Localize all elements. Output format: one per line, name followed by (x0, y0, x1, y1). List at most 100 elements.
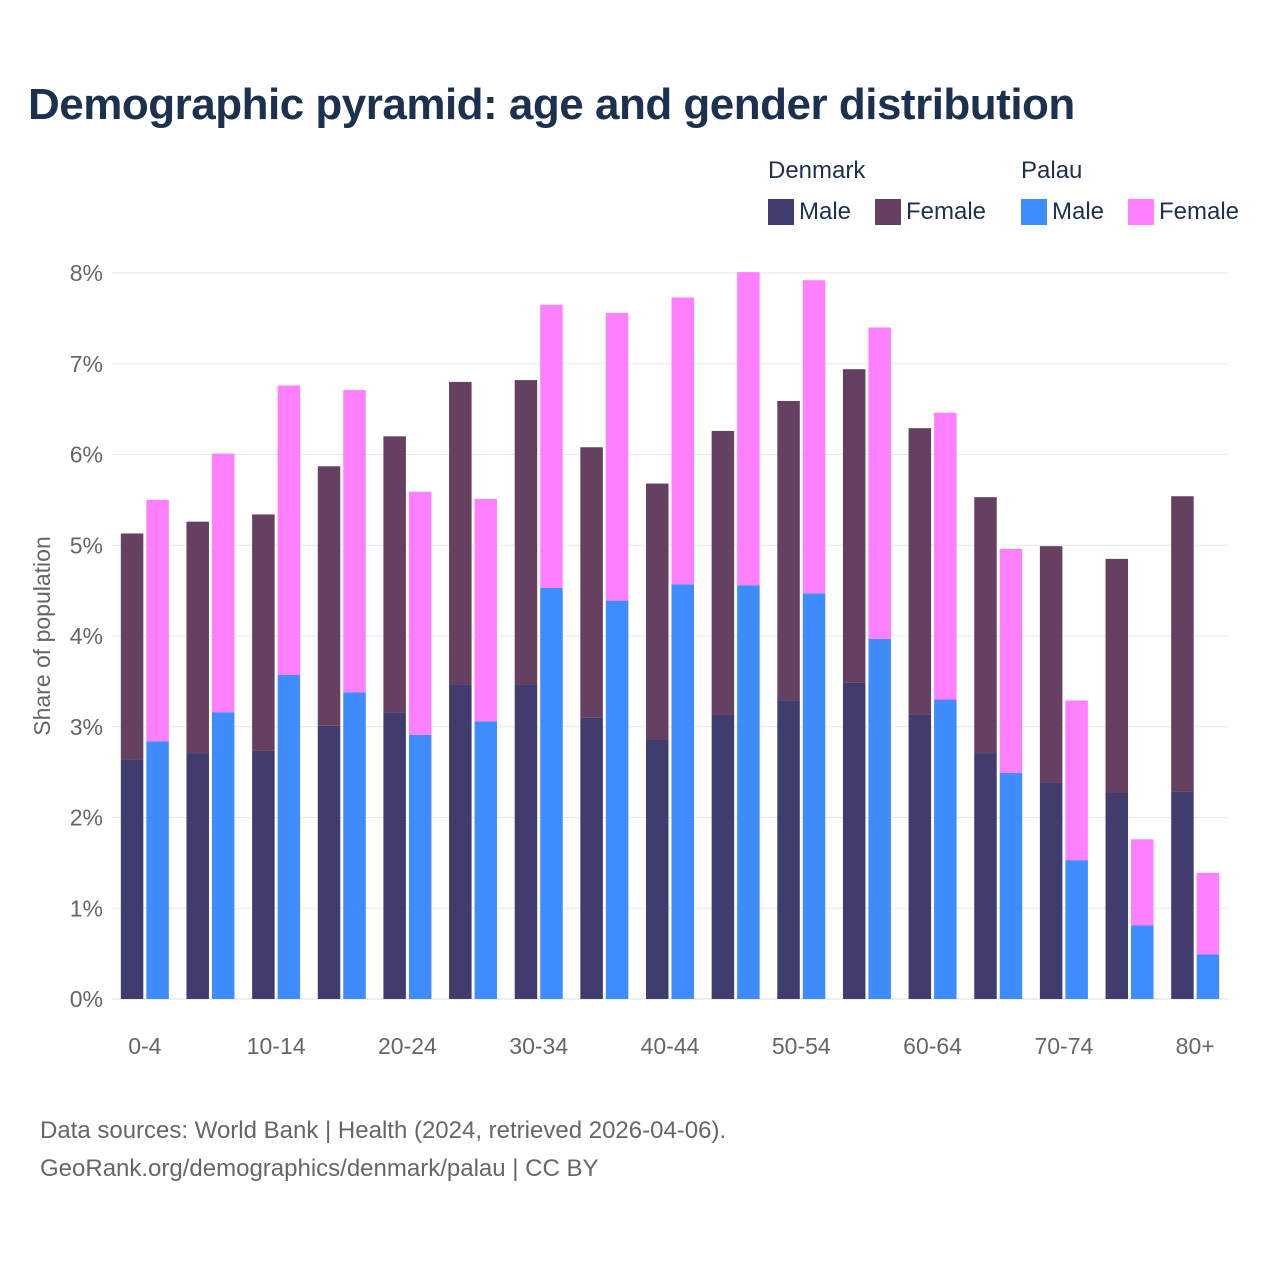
legend-item-palau-female[interactable]: Female (1128, 198, 1239, 226)
bars (120, 272, 1220, 999)
bar-palau-female-0-4[interactable] (146, 499, 169, 742)
bar-denmark-female-15-19[interactable] (317, 466, 341, 726)
bar-denmark-female-70-74[interactable] (1039, 546, 1063, 783)
bar-denmark-male-75-79[interactable] (1105, 792, 1129, 999)
bar-palau-female-25-29[interactable] (474, 498, 498, 722)
legend-item-palau-male[interactable]: Male (1021, 198, 1104, 226)
bar-denmark-female-35-39[interactable] (580, 447, 603, 718)
bar-denmark-female-30-34[interactable] (514, 380, 538, 685)
bar-denmark-male-45-49[interactable] (711, 714, 735, 999)
x-axis-ticks: 0-4 10-14 20-24 30-34 40-44 50-54 60-64 70-74 80… (128, 1033, 1214, 1059)
y-tick-label: 5% (70, 532, 103, 558)
bar-palau-female-65-69[interactable] (999, 548, 1023, 774)
x-tick-label: 0-4 (128, 1033, 161, 1059)
y-tick-label: 2% (70, 805, 103, 831)
y-axis-ticks: 0% 1% 2% 3% 4% 5% 6% 7% 8% (70, 260, 103, 1012)
bar-denmark-female-75-79[interactable] (1105, 558, 1129, 793)
bar-denmark-female-0-4[interactable] (120, 533, 144, 760)
bar-palau-male-35-39[interactable] (605, 600, 629, 999)
bar-palau-male-65-69[interactable] (999, 773, 1023, 999)
footer-url[interactable]: GeoRank.org/demographics/denmark/palau |… (40, 1155, 599, 1182)
y-tick-label: 1% (70, 895, 103, 921)
bar-denmark-male-40-44[interactable] (646, 739, 669, 999)
bar-palau-male-80+[interactable] (1196, 954, 1220, 999)
bar-denmark-female-20-24[interactable] (383, 436, 406, 713)
legend-item-denmark-female[interactable]: Female (875, 198, 986, 226)
bar-palau-female-5-9[interactable] (211, 453, 235, 713)
bar-palau-female-50-54[interactable] (802, 280, 826, 594)
bar-denmark-male-25-29[interactable] (449, 684, 472, 999)
legend-label-denmark-male: Male (799, 198, 852, 225)
legend-item-denmark-male[interactable]: Male (768, 198, 851, 226)
bar-palau-male-50-54[interactable] (802, 593, 826, 999)
bar-palau-female-40-44[interactable] (671, 297, 695, 585)
y-tick-label: 6% (70, 442, 103, 468)
bar-palau-male-30-34[interactable] (540, 587, 563, 999)
bar-palau-female-45-49[interactable] (737, 272, 760, 586)
bar-palau-female-55-59[interactable] (868, 327, 891, 639)
bar-denmark-male-70-74[interactable] (1039, 782, 1063, 999)
bar-palau-female-30-34[interactable] (540, 304, 563, 588)
bar-denmark-male-15-19[interactable] (317, 725, 341, 999)
bar-palau-male-45-49[interactable] (737, 585, 760, 999)
bar-palau-female-15-19[interactable] (343, 390, 366, 693)
bar-palau-male-55-59[interactable] (868, 638, 891, 999)
bar-palau-female-75-79[interactable] (1131, 839, 1154, 926)
bar-denmark-male-30-34[interactable] (514, 684, 538, 999)
x-tick-label: 10-14 (247, 1033, 306, 1059)
legend-swatch-palau-male (1021, 199, 1047, 225)
bar-palau-female-70-74[interactable] (1065, 700, 1088, 861)
y-tick-label: 8% (70, 260, 103, 286)
legend-group-palau: Palau (1021, 157, 1083, 184)
bar-denmark-male-5-9[interactable] (186, 753, 209, 999)
bar-denmark-male-80+[interactable] (1171, 791, 1194, 999)
x-tick-label: 80+ (1176, 1033, 1215, 1059)
bar-denmark-male-10-14[interactable] (252, 750, 275, 999)
bar-palau-male-5-9[interactable] (211, 712, 235, 999)
bar-palau-male-20-24[interactable] (408, 734, 432, 999)
footer-source: Data sources: World Bank | Health (2024,… (40, 1117, 727, 1144)
bar-denmark-female-25-29[interactable] (449, 381, 472, 685)
x-tick-label: 40-44 (641, 1033, 700, 1059)
bar-denmark-female-60-64[interactable] (908, 428, 932, 715)
y-tick-label: 7% (70, 351, 103, 377)
bar-denmark-female-80+[interactable] (1171, 496, 1194, 792)
bar-palau-female-20-24[interactable] (408, 491, 432, 735)
bar-palau-male-10-14[interactable] (277, 675, 301, 999)
x-tick-label: 70-74 (1034, 1033, 1093, 1059)
bar-denmark-female-55-59[interactable] (842, 369, 866, 683)
bar-denmark-female-40-44[interactable] (646, 483, 669, 740)
bar-denmark-male-50-54[interactable] (777, 700, 800, 999)
x-tick-label: 30-34 (509, 1033, 568, 1059)
bar-denmark-male-60-64[interactable] (908, 714, 932, 999)
bar-denmark-male-55-59[interactable] (842, 682, 866, 999)
bar-denmark-male-35-39[interactable] (580, 717, 603, 999)
bar-denmark-female-5-9[interactable] (186, 521, 209, 754)
bar-palau-female-60-64[interactable] (934, 412, 957, 700)
bar-denmark-female-45-49[interactable] (711, 430, 735, 715)
bar-palau-male-70-74[interactable] (1065, 860, 1088, 999)
bar-palau-male-25-29[interactable] (474, 721, 498, 999)
bar-palau-male-15-19[interactable] (343, 692, 366, 999)
bar-denmark-female-10-14[interactable] (252, 514, 275, 751)
legend-label-palau-female: Female (1159, 198, 1240, 225)
bar-denmark-female-65-69[interactable] (974, 497, 997, 754)
bar-denmark-male-20-24[interactable] (383, 712, 406, 999)
legend-swatch-denmark-male (768, 199, 794, 225)
bar-denmark-male-65-69[interactable] (974, 753, 997, 999)
x-tick-label: 60-64 (903, 1033, 962, 1059)
bar-palau-female-35-39[interactable] (605, 312, 629, 601)
bar-palau-female-80+[interactable] (1196, 872, 1220, 955)
bar-palau-male-40-44[interactable] (671, 584, 695, 999)
bar-denmark-male-0-4[interactable] (120, 759, 144, 999)
y-tick-label: 3% (70, 714, 103, 740)
bar-palau-male-0-4[interactable] (146, 741, 169, 999)
bar-palau-male-75-79[interactable] (1131, 925, 1154, 999)
bar-palau-male-60-64[interactable] (934, 699, 957, 999)
x-tick-label: 20-24 (378, 1033, 437, 1059)
bar-denmark-female-50-54[interactable] (777, 400, 800, 701)
legend-label-denmark-female: Female (906, 198, 987, 225)
legend-swatch-palau-female (1128, 199, 1154, 225)
bar-palau-female-10-14[interactable] (277, 385, 301, 676)
